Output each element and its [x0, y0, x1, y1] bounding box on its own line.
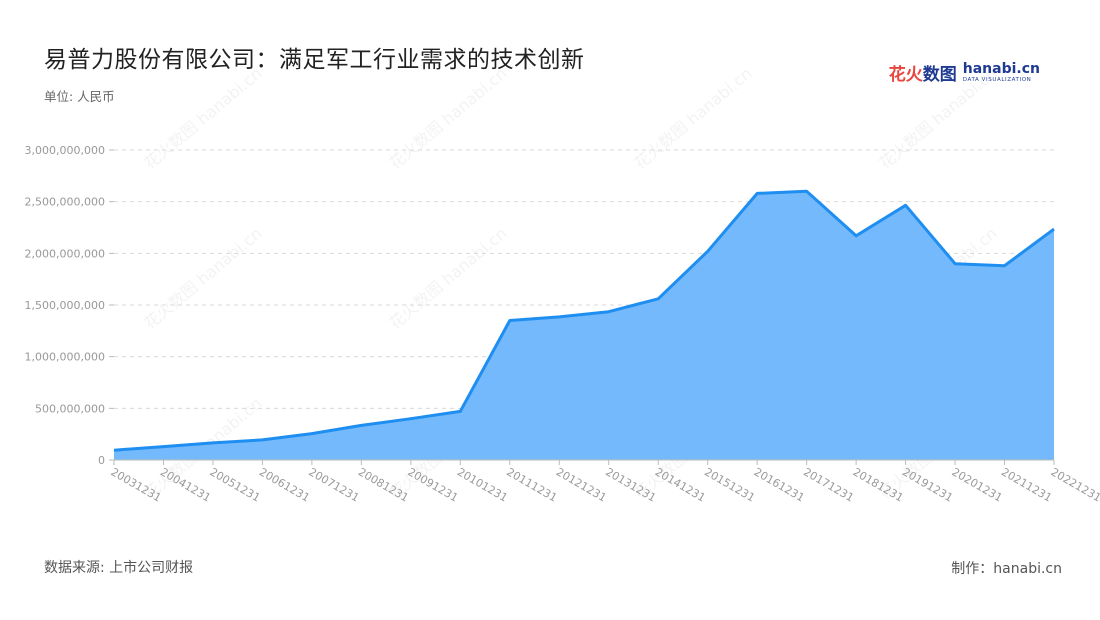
x-tick-label: 20151231 [702, 465, 757, 504]
x-tick-label: 20111231 [504, 465, 559, 504]
watermark-text: 花火数图 hanabi.cn [385, 224, 510, 333]
logo-cn-prefix: 花火 [888, 65, 923, 85]
x-tick-label: 20221231 [1049, 465, 1100, 504]
y-tick-label: 2,000,000,000 [25, 247, 105, 260]
x-axis-labels: 2003123120041231200512312006123120071231… [109, 465, 1100, 504]
credit-label: 制作：hanabi.cn [951, 561, 1062, 577]
grid-lines [109, 149, 1054, 461]
y-tick-label: 0 [98, 454, 105, 467]
unit-label: 单位: 人民币 [44, 89, 115, 104]
y-tick-label: 2,500,000,000 [25, 196, 105, 209]
x-tick-label: 20161231 [752, 465, 807, 504]
y-tick-label: 500,000,000 [35, 402, 105, 415]
x-tick-label: 20121231 [554, 465, 609, 504]
series-line [113, 189, 1055, 452]
logo-en-text: hanabi.cn [962, 60, 1040, 77]
chart-title: 易普力股份有限公司：满足军工行业需求的技术创新 [44, 47, 585, 73]
x-tick-label: 20171231 [801, 465, 856, 504]
watermark-text: 花火数图 hanabi.cn [385, 64, 510, 173]
x-tick-label: 20051231 [207, 465, 262, 504]
series-area [114, 191, 1054, 461]
y-tick-label: 3,000,000,000 [25, 144, 105, 157]
logo-cn-suffix: 数图 [922, 65, 957, 85]
x-tick-label: 20061231 [257, 465, 312, 504]
watermark-text: 花火数图 hanabi.cn [140, 64, 265, 173]
watermark-text: 花火数图 hanabi.cn [630, 64, 755, 173]
logo-sub-text: DATA VISUALIZATION [962, 76, 1032, 83]
y-tick-label: 1,500,000,000 [25, 299, 105, 312]
y-tick-label: 1,000,000,000 [25, 351, 105, 364]
watermark-text: 花火数图 hanabi.cn [140, 224, 265, 333]
data-source: 数据来源: 上市公司财报 [44, 560, 194, 576]
y-axis-labels: 0 500,000,000 1,000,000,000 1,500,000,000 2,… [25, 144, 105, 467]
x-tick-label: 20211231 [999, 465, 1054, 504]
brand-logo: 花火数图 hanabi.cn DATA VISUALIZATION [889, 60, 1040, 85]
watermark-text: 花火数图 hanabi.cn [875, 64, 1000, 173]
x-tick-label: 20201231 [950, 465, 1005, 504]
x-axis [113, 459, 1055, 465]
logo-en: hanabi.cn DATA VISUALIZATION [963, 62, 1040, 84]
logo-cn: 花火数图 [889, 60, 957, 85]
x-tick-label: 20071231 [306, 465, 361, 504]
x-tick-label: 20101231 [455, 465, 510, 504]
